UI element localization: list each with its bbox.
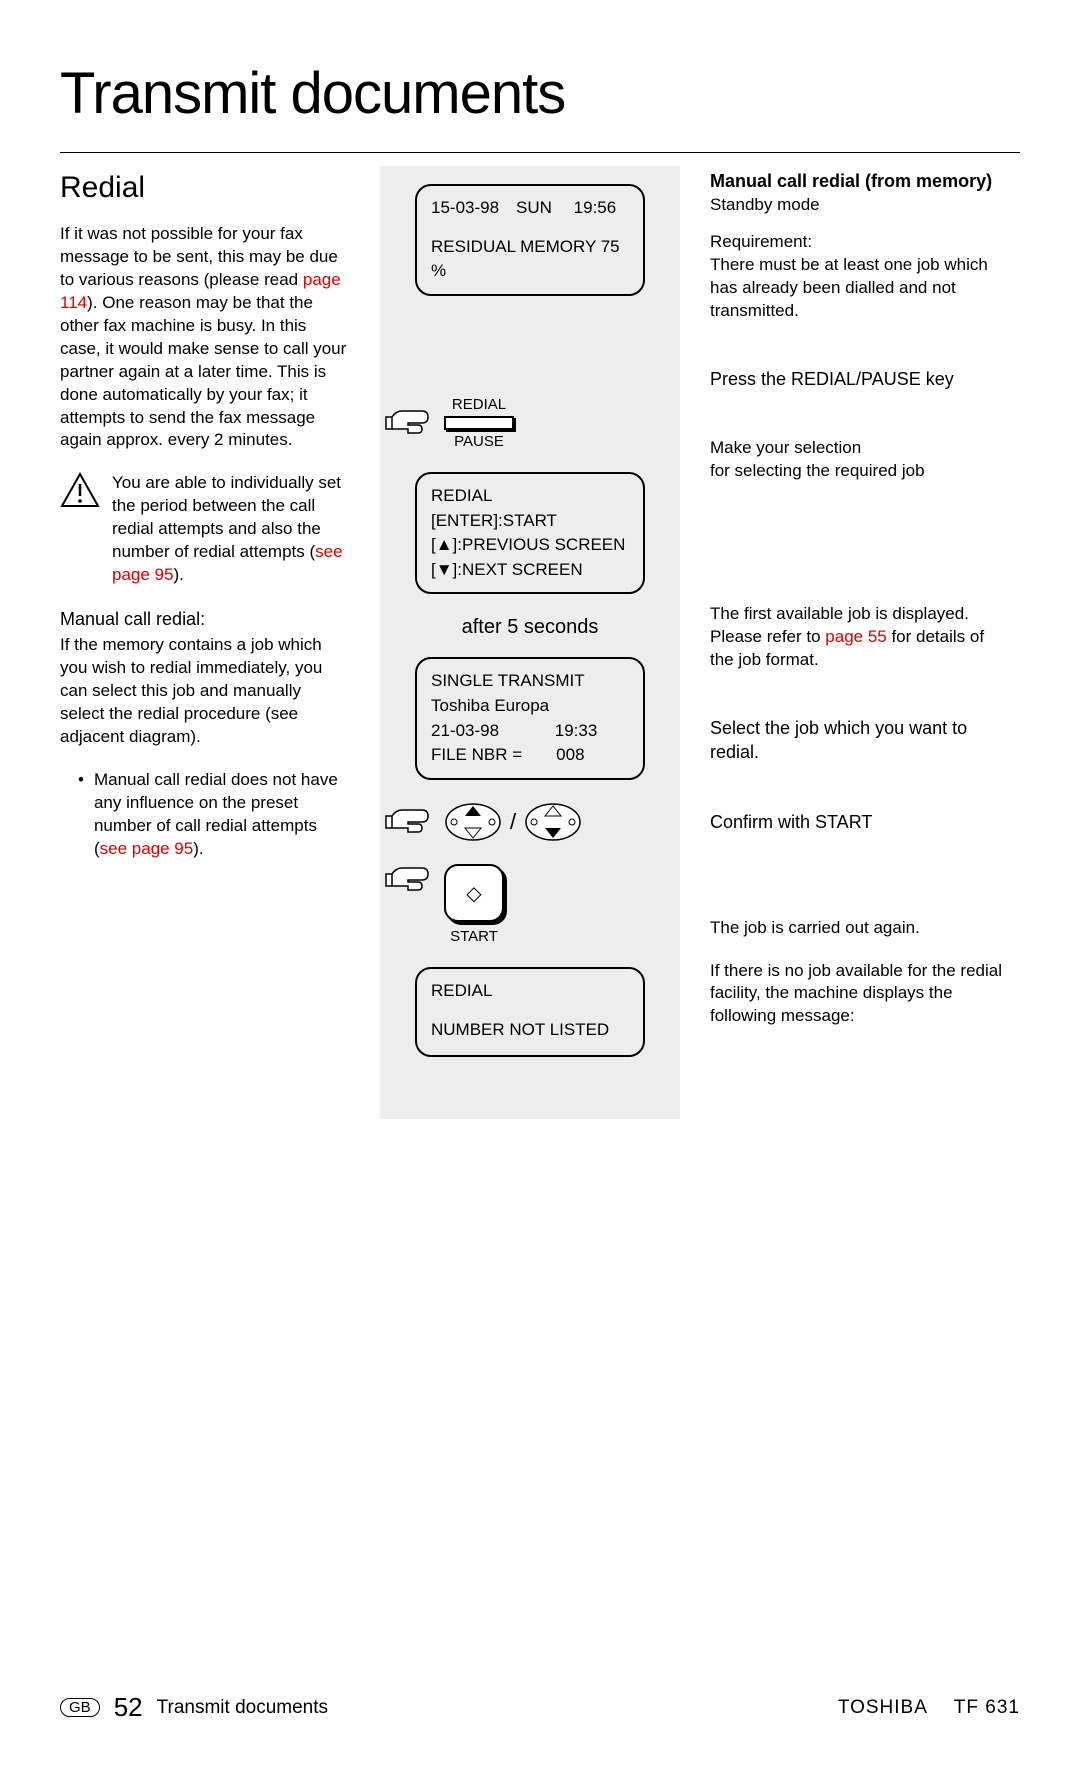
section-heading: Redial (60, 171, 350, 205)
lcd-display-1: 15-03-98 SUN 19:56 RESIDUAL MEMORY 75 % (415, 184, 645, 296)
footer-section-title: Transmit documents (157, 1697, 328, 1719)
page-title: Transmit documents (60, 60, 1020, 127)
page-footer: GB 52 Transmit documents TOSHIBA TF 631 (60, 1692, 1020, 1723)
step-text: Confirm with START (710, 810, 1010, 834)
lcd-line: FILE NBR = 008 (431, 743, 629, 768)
warning-icon (60, 472, 100, 508)
footer-left: GB 52 Transmit documents (60, 1692, 328, 1723)
page-number: 52 (114, 1692, 143, 1723)
center-column: 15-03-98 SUN 19:56 RESIDUAL MEMORY 75 % … (380, 166, 680, 1119)
lcd-line: [▼]:NEXT SCREEN (431, 558, 629, 583)
text: for selecting the required job (710, 460, 1010, 483)
lcd-display-2: REDIAL [ENTER]:START [▲]:PREVIOUS SCREEN… (415, 472, 645, 595)
text: ). (173, 565, 183, 584)
page-link[interactable]: page 55 (825, 627, 886, 646)
right-heading: Manual call redial (from memory) (710, 171, 1010, 192)
key-label-top: REDIAL (452, 396, 506, 413)
text: If it was not possible for your fax mess… (60, 224, 338, 289)
after-delay-text: after 5 seconds (394, 616, 666, 639)
pointing-hand-icon (384, 864, 430, 896)
slash: / (510, 809, 516, 835)
navigation-keys[interactable]: / (444, 802, 582, 842)
key-label-bottom: PAUSE (454, 433, 504, 450)
start-key[interactable]: ◇ START (444, 864, 504, 945)
subheading: Manual call redial: (60, 609, 350, 630)
diamond-icon: ◇ (466, 881, 481, 906)
lcd-line: [ENTER]:START (431, 509, 629, 534)
left-column: Redial If it was not possible for your f… (60, 171, 350, 1119)
text: You are able to individually set the per… (112, 473, 341, 561)
lcd-line: 21-03-98 19:33 (431, 719, 629, 744)
right-column: Manual call redial (from memory) Standby… (710, 171, 1010, 1119)
lcd-line: [▲]:PREVIOUS SCREEN (431, 533, 629, 558)
requirement-label: Requirement: (710, 231, 1010, 254)
requirement-block: Requirement: There must be at least one … (710, 231, 1010, 323)
step-text: Press the REDIAL/PAUSE key (710, 367, 1010, 391)
start-label: START (450, 928, 498, 945)
paragraph: If the memory contains a job which you w… (60, 634, 350, 749)
text: Make your selection (710, 437, 1010, 460)
pointing-hand-icon (384, 806, 430, 838)
lcd-line: REDIAL (431, 979, 629, 1004)
carried-text: The job is carried out again. (710, 917, 1010, 940)
bullet-item: • Manual call redial does not have any i… (78, 769, 350, 861)
intro-paragraph: If it was not possible for your fax mess… (60, 223, 350, 452)
start-button-cap: ◇ (444, 864, 504, 922)
content-columns: Redial If it was not possible for your f… (60, 171, 1020, 1119)
lcd-line: REDIAL (431, 484, 629, 509)
divider (60, 152, 1020, 153)
requirement-text: There must be at least one job which has… (710, 254, 1010, 323)
selection-text: Make your selection for selecting the re… (710, 437, 1010, 483)
standby-text: Standby mode (710, 194, 1010, 217)
pointing-hand-icon (384, 407, 430, 439)
redial-key-row: REDIAL PAUSE (384, 396, 666, 450)
redial-pause-key[interactable]: REDIAL PAUSE (444, 396, 514, 450)
keycap (444, 416, 514, 430)
warning-block: You are able to individually set the per… (60, 472, 350, 587)
lcd-line: RESIDUAL MEMORY 75 % (431, 235, 629, 284)
dpad-down-icon (524, 802, 582, 842)
country-badge: GB (60, 1698, 100, 1717)
lcd-line: Toshiba Europa (431, 694, 629, 719)
display-info: The first available job is displayed. Pl… (710, 603, 1010, 672)
nav-keys-row: / (384, 802, 666, 842)
lcd-line: NUMBER NOT LISTED (431, 1018, 629, 1043)
start-key-row: ◇ START (384, 864, 666, 945)
text: ). (193, 839, 203, 858)
text: ). One reason may be that the other fax … (60, 293, 346, 450)
warning-text: You are able to individually set the per… (112, 472, 350, 587)
lcd-line: 15-03-98 SUN 19:56 (431, 196, 629, 221)
step-text: Select the job which you want to redial. (710, 716, 1010, 765)
lcd-line: SINGLE TRANSMIT (431, 669, 629, 694)
footer-brand: TOSHIBA TF 631 (838, 1697, 1020, 1719)
bullet-dot: • (78, 769, 84, 861)
nojob-text: If there is no job available for the red… (710, 960, 1010, 1029)
page-link[interactable]: see page 95 (100, 839, 194, 858)
lcd-display-4: REDIAL NUMBER NOT LISTED (415, 967, 645, 1057)
lcd-display-3: SINGLE TRANSMIT Toshiba Europa 21-03-98 … (415, 657, 645, 780)
bullet-text: Manual call redial does not have any inf… (94, 769, 350, 861)
dpad-up-icon (444, 802, 502, 842)
